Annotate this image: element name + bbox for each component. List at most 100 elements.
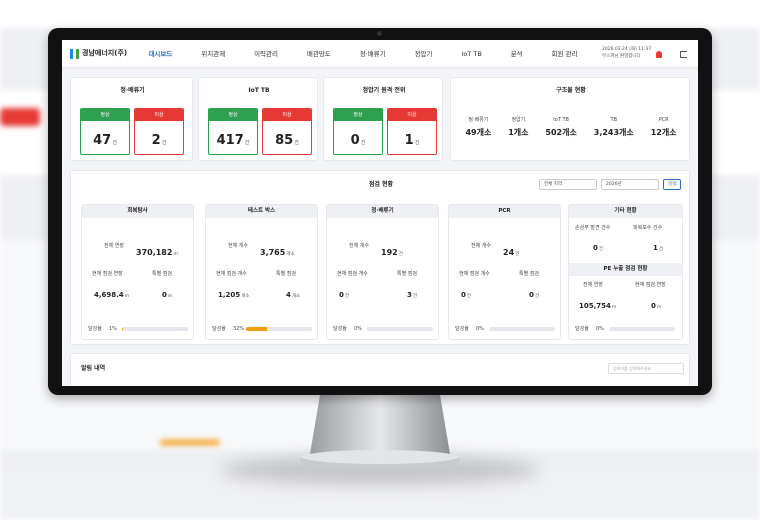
current-value-row: 4,698.4m [94,284,129,300]
abnormal-box: 이상 85건 [262,108,312,155]
current-value: 4,698.4 [94,291,124,299]
nav-item[interactable]: 회원 관리 [551,49,578,58]
current-value: 0 [339,291,344,299]
abnormal-value: 1 [404,133,414,148]
normal-box: 정상 47건 [80,108,130,155]
pe-header [569,263,682,276]
section-title: 점검 현황 [368,181,394,188]
structure-card: 구조물 현황 정·배류기 49개소 정압기 1개소 IoT TB 502개소 TB 3,243… [450,77,690,161]
datetime: 2026.02.24 (화) 11:37 [602,47,652,52]
structure-label: TB [610,117,617,123]
inspection-card: PCR 전체 개수 24건 현재 점검 개수 특별 점검 0건 0건 달성율 0% [448,204,561,340]
nav-item[interactable]: 이력관리 [254,49,278,58]
logout-icon[interactable] [680,51,687,58]
total-value: 192 [381,248,398,257]
search-button[interactable]: 검색 [663,179,681,190]
current-value-row: 1,205개소 [218,284,249,300]
abnormal-value-row: 85건 [263,131,311,147]
normal-value-row: 47건 [81,131,129,147]
current-value-row: 0건 [461,284,471,300]
rate-label: 달성율 [88,326,102,332]
rate-track [609,327,675,331]
card-title: 기타 현황 [614,208,637,214]
logo-icon [70,49,79,59]
current-label: 현재 점검 개수 [459,271,490,277]
structure-value: 12개소 [650,128,677,137]
structure-item: TB 3,243개소 [594,118,634,137]
special-value-row: 0m [162,284,172,300]
abnormal-label: 이상 [263,109,311,121]
repair-value-unit: 건 [658,247,664,252]
abnormal-box: 이상 2건 [134,108,184,155]
pe-current-value-unit: m [656,305,662,310]
abnormal-box: 이상 1건 [387,108,437,155]
nav-item[interactable]: 대시보드 [148,49,173,58]
screen: 경남에너지(주) 대시보드 위치관제 이력관리 배관망도 정·배류기 정압기 IoT TB 분… [62,40,698,386]
special-label: 특별 점검 [397,271,417,277]
pe-current-value-row: 0m [651,295,661,311]
special-value-row: 0건 [529,284,539,300]
alerts-search[interactable]: 검색어를 입력해주세요 [608,363,684,374]
total-value-unit: 건 [515,252,520,257]
rate-label: 달성율 [455,326,469,332]
rate-track [246,327,312,331]
pe-total-value: 105,754 [579,302,611,310]
current-value-unit: m [124,294,130,299]
special-value: 0 [162,291,167,299]
special-value: 3 [407,291,412,299]
bell-icon[interactable] [656,51,662,58]
nav-item[interactable]: 분석 [510,49,523,58]
rate-track [489,327,555,331]
normal-box: 정상 417건 [208,108,258,155]
special-value-unit: m [167,294,173,299]
total-value-unit: m [173,252,178,257]
nav-item[interactable]: 배관망도 [306,49,331,58]
total-value-row: 3,765개소 [260,242,295,258]
monitor-stand [300,395,460,470]
abnormal-unit: 건 [294,140,299,146]
normal-box: 정상 0건 [333,108,383,155]
normal-unit: 건 [360,140,366,146]
normal-value: 0 [350,133,360,148]
structure-label: PCR [658,117,669,123]
pe-total-label: 전체 연장 [583,282,603,288]
card-header [206,205,317,218]
nav-bar: 경남에너지(주) 대시보드 위치관제 이력관리 배관망도 정·배류기 정압기 IoT TB 분… [62,40,698,68]
inspection-card: 정·배류기 전체 개수 192건 현재 점검 개수 특별 점검 0건 3건 달성율 0% [326,204,439,340]
alerts-title: 알림 내역 [81,365,106,372]
logo: 경남에너지(주) [82,49,128,57]
special-value: 0 [529,291,534,299]
inspection-card: 테스트 박스 전체 개수 3,765개소 현재 점검 개수 특별 점검 1,205개소 4개… [205,204,318,340]
total-value: 24 [503,248,515,257]
special-value-unit: 건 [412,294,418,299]
inspection-card: 회복탐사 전체 연장 370,182m 현재 점검 연장 특별 점검 4,698.4m 0m… [81,204,194,340]
card-title: 회복탐사 [127,208,148,214]
total-value-unit: 건 [398,252,403,257]
damage-value-row: 0건 [593,237,603,253]
nav-item[interactable]: 정·배류기 [359,49,386,58]
abnormal-value-row: 1건 [388,131,436,147]
nav-item[interactable]: 정압기 [414,49,433,58]
year-select[interactable]: 2026년 [601,179,659,190]
damage-value: 0 [593,244,598,252]
structure-label: 정·배류기 [468,117,489,123]
special-value: 4 [286,291,291,299]
abnormal-unit: 건 [161,140,167,146]
rate-track [122,327,188,331]
status-card: 정압기 원격 전위 정상 0건 이상 1건 [323,77,443,161]
rate-bar [246,327,268,331]
nav-item[interactable]: 위치관제 [201,49,226,58]
total-label: 전체 개수 [228,243,248,249]
pe-total-value-row: 105,754m [579,295,616,311]
total-label: 전체 연장 [104,243,124,249]
damage-value-unit: 건 [598,247,604,252]
structure-value: 1개소 [508,128,529,137]
structure-item: 정압기 1개소 [508,118,528,137]
repair-value: 1 [653,244,658,252]
nav-item[interactable]: IoT TB [461,49,482,58]
total-value-row: 370,182m [136,242,178,258]
region-select[interactable]: 전체 지역 [539,179,597,190]
special-label: 특별 점검 [276,271,296,277]
